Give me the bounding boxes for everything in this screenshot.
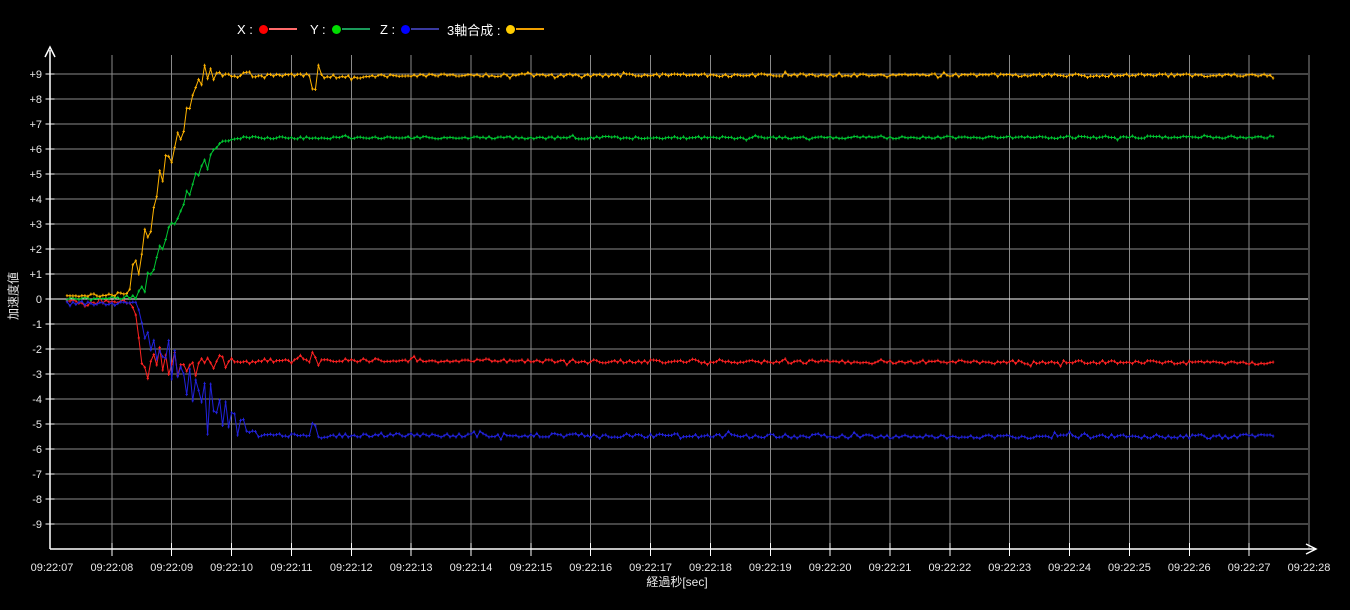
z-series-dot-icon bbox=[401, 24, 411, 34]
x-axis-arrow-icon bbox=[1305, 543, 1318, 555]
series-line-Y bbox=[66, 134, 1274, 301]
y-tick-label: +8 bbox=[29, 94, 42, 106]
y-series-dot-icon bbox=[331, 24, 341, 34]
x-tick-labels: 09:22:07 09:22:08 09:22:09 09:22:10 09:22:11… bbox=[31, 562, 1331, 574]
series-line-X bbox=[66, 297, 1274, 379]
legend-item-1: Y : bbox=[310, 21, 370, 37]
x-tick-label: 09:22:19 bbox=[749, 562, 792, 574]
x-tick-label: 09:22:08 bbox=[90, 562, 133, 574]
x-tick-label: 09:22:20 bbox=[809, 562, 852, 574]
y-tick-label: -9 bbox=[32, 519, 42, 531]
x-tick-label: 09:22:21 bbox=[869, 562, 912, 574]
x-series-dot-icon bbox=[258, 24, 268, 34]
x-tick-label: 09:22:14 bbox=[450, 562, 493, 574]
y-axis-arrow-icon bbox=[44, 45, 56, 58]
y-tick-label: -2 bbox=[32, 344, 42, 356]
y-tick-label: +4 bbox=[29, 194, 42, 206]
y-tick-label: -1 bbox=[32, 319, 42, 331]
x-axis-title: 経過秒[sec] bbox=[646, 575, 708, 589]
grid-lines bbox=[50, 55, 1310, 549]
y-tick-label: +7 bbox=[29, 119, 42, 131]
legend-label-x: X : bbox=[237, 21, 253, 37]
series-Z bbox=[65, 299, 1275, 442]
y-tick-label: +3 bbox=[29, 219, 42, 231]
legend-item-2: Z : bbox=[380, 21, 440, 37]
x-tick-label: 09:22:28 bbox=[1288, 562, 1331, 574]
y-tick-labels: +9 +8 +7 +6 +5 +4 +3 +2 +1 0 -1 -2 -3 -4 -5 -6 -7 -8 -9 bbox=[29, 69, 42, 531]
z-series-line-swatch bbox=[411, 28, 440, 30]
x-tick-label: 09:22:16 bbox=[569, 562, 612, 574]
legend-item-0: X : bbox=[237, 21, 297, 37]
y-tick-label: +1 bbox=[29, 269, 42, 281]
y-tick-label: -6 bbox=[32, 444, 42, 456]
series-Y bbox=[65, 133, 1275, 302]
x-tick-label: 09:22:07 bbox=[31, 562, 74, 574]
y-tick-label: +2 bbox=[29, 244, 42, 256]
series-markers-3軸合成 bbox=[65, 63, 1275, 299]
y-tick-label: -5 bbox=[32, 419, 42, 431]
legend-item-3: 3軸合成 : bbox=[447, 21, 545, 38]
x-tick-label: 09:22:24 bbox=[1048, 562, 1091, 574]
tick-marks bbox=[45, 73, 1250, 556]
y-tick-label: -8 bbox=[32, 494, 42, 506]
x-tick-label: 09:22:25 bbox=[1108, 562, 1151, 574]
x-tick-label: 09:22:11 bbox=[270, 562, 312, 574]
series-markers-X bbox=[65, 296, 1275, 381]
x-tick-label: 09:22:23 bbox=[988, 562, 1031, 574]
legend-label-z: Z : bbox=[380, 21, 396, 37]
y-tick-label: 0 bbox=[36, 294, 42, 306]
x-tick-label: 09:22:13 bbox=[390, 562, 433, 574]
x-tick-label: 09:22:17 bbox=[629, 562, 672, 574]
series-line-3軸合成 bbox=[66, 65, 1274, 298]
x-series-line-swatch bbox=[268, 28, 297, 30]
x-tick-label: 09:22:12 bbox=[330, 562, 373, 574]
y-tick-label: +6 bbox=[29, 144, 42, 156]
y-axis-title: 加速度値 bbox=[6, 271, 21, 321]
composite-series-line-swatch bbox=[516, 28, 545, 30]
x-tick-label: 09:22:10 bbox=[210, 562, 253, 574]
y-series-line-swatch bbox=[341, 28, 370, 30]
x-tick-label: 09:22:26 bbox=[1168, 562, 1211, 574]
x-tick-label: 09:22:22 bbox=[928, 562, 971, 574]
x-tick-label: 09:22:18 bbox=[689, 562, 732, 574]
y-tick-label: +9 bbox=[29, 69, 42, 81]
series-markers-Y bbox=[65, 133, 1275, 302]
x-tick-label: 09:22:09 bbox=[150, 562, 193, 574]
series-3軸合成 bbox=[65, 63, 1275, 299]
axes bbox=[44, 45, 1318, 555]
y-tick-label: -7 bbox=[32, 469, 42, 481]
legend-label-composite: 3軸合成 : bbox=[447, 22, 501, 38]
x-tick-label: 09:22:27 bbox=[1228, 562, 1271, 574]
composite-series-dot-icon bbox=[506, 24, 516, 34]
y-tick-label: +5 bbox=[29, 169, 42, 181]
legend-label-y: Y : bbox=[310, 21, 326, 37]
series-line-Z bbox=[66, 300, 1274, 441]
x-tick-label: 09:22:15 bbox=[509, 562, 552, 574]
series-X bbox=[65, 296, 1275, 381]
y-tick-label: -4 bbox=[32, 394, 42, 406]
series-markers-Z bbox=[65, 299, 1275, 442]
y-tick-label: -3 bbox=[32, 369, 42, 381]
